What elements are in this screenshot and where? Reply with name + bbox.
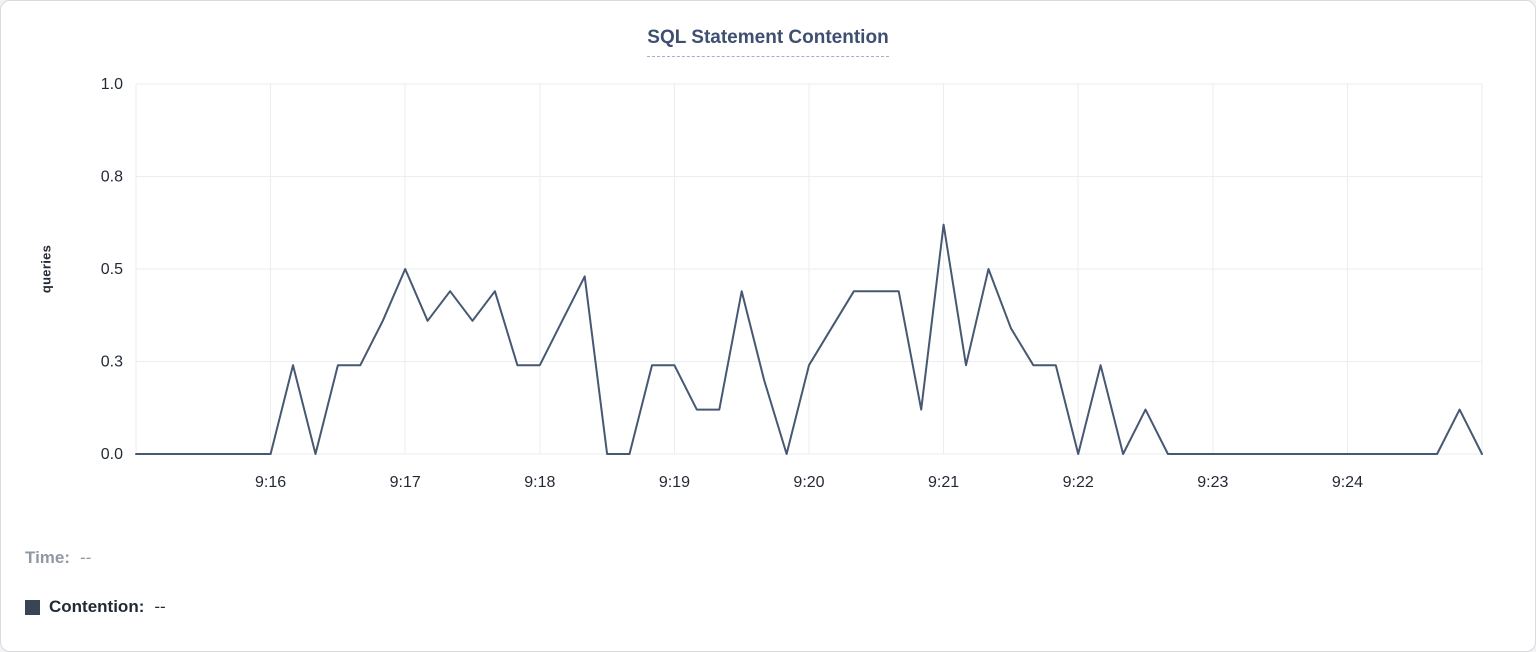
x-tick-label: 9:24 [1332,474,1363,491]
legend-contention-label: Contention: [49,597,145,616]
y-axis-label: queries [38,244,54,294]
legend-contention-row[interactable]: Contention: -- [25,593,166,621]
y-tick-label: 0.3 [101,354,123,371]
y-tick-label: 0.0 [101,446,123,463]
legend-contention-value: -- [154,597,166,616]
contention-color-swatch [25,599,40,615]
legend-time-value: -- [80,548,92,567]
x-tick-label: 9:20 [793,474,824,491]
y-tick-label: 0.5 [101,261,123,278]
y-tick-label: 0.8 [101,169,123,186]
contention-series-line [135,223,1483,455]
chart-header: SQL Statement Contention [1,27,1535,57]
legend-time-label: Time: [25,548,71,567]
x-tick-label: 9:21 [928,474,959,491]
x-tick-label: 9:17 [390,474,421,491]
y-tick-label: 1.0 [101,76,123,93]
x-tick-label: 9:19 [659,474,690,491]
chart-legend: Time: -- Contention: -- [25,544,166,642]
legend-time-row: Time: -- [25,544,166,572]
chart-title[interactable]: SQL Statement Contention [647,27,889,57]
x-tick-label: 9:16 [255,474,286,491]
line-chart[interactable]: 0.0 0.3 0.5 0.8 1.0 9:16 9:17 9:18 9:19 9:20 9:21 9… [1,1,1536,521]
x-tick-label: 9:22 [1063,474,1094,491]
x-tick-label: 9:18 [524,474,555,491]
x-tick-label: 9:23 [1197,474,1228,491]
